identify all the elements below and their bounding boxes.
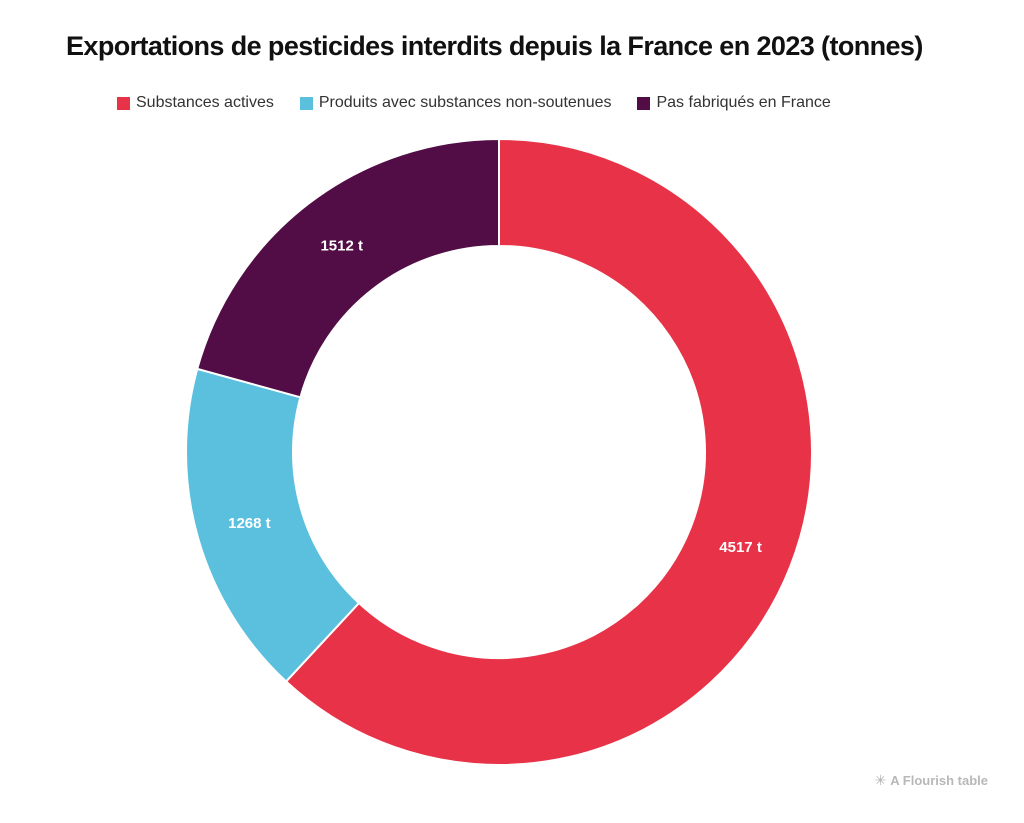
slice-pas-fabriques[interactable]	[196, 137, 500, 399]
legend-item-substances-actives[interactable]: Substances actives	[117, 94, 274, 112]
legend-swatch	[299, 96, 313, 110]
flourish-asterisk-icon: ✳	[874, 772, 887, 788]
donut-slices	[185, 137, 813, 766]
slice-value-label: 4517 t	[719, 539, 762, 556]
legend-label: Pas fabriqués en France	[656, 94, 831, 111]
chart-legend: Substances actives Produits avec substan…	[117, 94, 831, 112]
legend-swatch	[637, 96, 651, 110]
legend-swatch	[117, 96, 130, 110]
legend-label: Substances actives	[136, 94, 274, 111]
slice-value-label: 1512 t	[320, 238, 363, 255]
slice-substances-actives[interactable]	[284, 137, 813, 766]
chart-title: Exportations de pesticides interdits dep…	[66, 31, 923, 61]
legend-item-produits-non-soutenues[interactable]: Produits avec substances non-soutenues	[299, 94, 612, 112]
legend-label: Produits avec substances non-soutenues	[318, 94, 612, 111]
donut-labels: 4517 t 1268 t 1512 t	[228, 238, 762, 556]
legend-item-pas-fabriques[interactable]: Pas fabriqués en France	[637, 94, 831, 112]
slice-value-label: 1268 t	[228, 515, 271, 532]
flourish-credit[interactable]: ✳ A Flourish table	[875, 772, 988, 789]
slice-produits-non-soutenues[interactable]	[185, 367, 361, 683]
credit-text: A Flourish table	[890, 773, 988, 788]
